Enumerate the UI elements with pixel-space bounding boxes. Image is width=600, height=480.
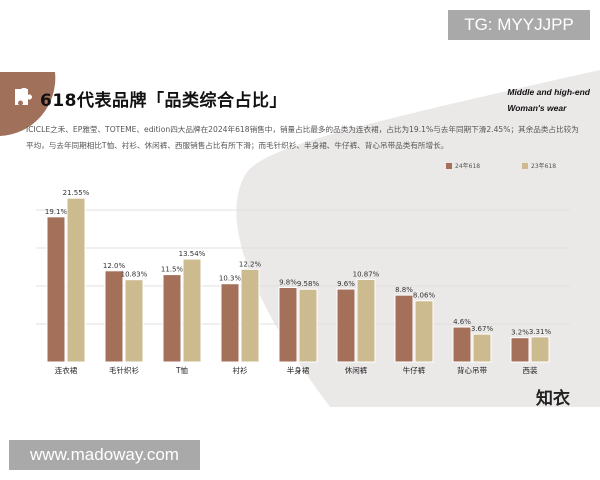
data-label: 12.2% <box>239 260 262 268</box>
bar <box>356 278 376 363</box>
subtitle: Middle and high-end Woman's wear <box>507 84 590 116</box>
x-tick-label: 休闲裤 <box>345 365 368 375</box>
bar <box>278 287 298 363</box>
data-label: 9.8% <box>279 279 297 287</box>
x-tick-label: 连衣裙 <box>55 365 78 375</box>
data-label: 21.55% <box>63 189 90 197</box>
x-tick-label: 牛仔裤 <box>403 365 426 375</box>
data-label: 13.54% <box>179 250 206 258</box>
bar <box>394 294 414 363</box>
bar <box>162 274 182 363</box>
bar <box>66 197 86 363</box>
data-label: 4.6% <box>453 318 471 326</box>
gray-shape <box>236 70 600 407</box>
data-label: 3.31% <box>529 328 552 336</box>
x-tick-label: T恤 <box>175 365 189 375</box>
subtitle-line-1: Middle and high-end <box>507 87 590 97</box>
data-label: 9.58% <box>297 280 320 288</box>
data-label: 3.67% <box>471 325 494 333</box>
data-label: 11.5% <box>161 266 184 274</box>
data-label: 8.06% <box>413 292 436 300</box>
legend-item-2023: 23年618 <box>522 161 556 170</box>
x-tick-label: 衬衫 <box>233 365 248 375</box>
logo: 知衣 <box>536 389 570 407</box>
watermark-top: TG: MYYJJPP <box>448 10 590 40</box>
x-tick-label: 半身裙 <box>287 365 310 375</box>
data-label: 3.2% <box>511 329 529 337</box>
bar <box>240 268 260 363</box>
data-label: 9.6% <box>337 280 355 288</box>
watermark-bottom: www.madoway.com <box>9 440 200 470</box>
puzzle-icon <box>15 88 32 105</box>
bar <box>452 326 472 363</box>
legend-item-2024: 24年618 <box>446 161 480 170</box>
bar <box>124 279 144 363</box>
legend-label: 23年618 <box>531 163 557 170</box>
bar <box>182 258 202 363</box>
slide: 618代表品牌「品类综合占比」 Middle and high-end Woma… <box>0 70 600 407</box>
data-label: 19.1% <box>45 208 68 216</box>
bar <box>336 288 356 363</box>
x-tick-label: 西装 <box>523 365 538 375</box>
bar <box>530 336 550 363</box>
data-label: 8.8% <box>395 286 413 294</box>
bar <box>510 337 530 363</box>
page-title: 618代表品牌「品类综合占比」 <box>40 91 287 111</box>
legend-label: 24年618 <box>455 163 481 170</box>
x-tick-label: 毛针织衫 <box>109 365 139 375</box>
bar <box>298 288 318 363</box>
bar <box>104 270 124 363</box>
bar <box>414 300 434 363</box>
bar <box>46 216 66 363</box>
bar <box>472 333 492 363</box>
legend-swatch <box>522 162 528 169</box>
data-label: 10.3% <box>219 275 242 283</box>
legend-swatch <box>446 162 452 169</box>
bar <box>220 283 240 363</box>
data-label: 12.0% <box>103 262 126 270</box>
subtitle-line-2: Woman's wear <box>507 103 567 113</box>
description: ICICLE之禾、EP雅莹、TOTEME、edition四大品牌在2024年61… <box>26 125 579 150</box>
data-label: 10.83% <box>121 271 148 279</box>
data-label: 10.87% <box>353 270 380 278</box>
bar-chart: 19.1% 21.55% 连衣裙 12.0%10.83% 毛针织衫 11.5% 13.54%… <box>36 189 570 375</box>
x-tick-label: 背心吊带 <box>457 365 487 375</box>
